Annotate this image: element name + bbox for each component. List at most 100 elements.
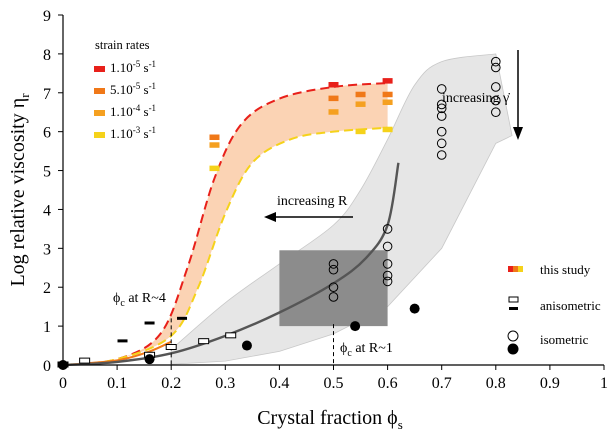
this-study-marker <box>328 95 339 102</box>
increasing-r-arrowhead <box>264 212 276 222</box>
this-study-marker <box>355 128 366 135</box>
increasing-rate-arrowhead <box>513 127 523 140</box>
legend-entry: 1.10-4 s-1 <box>110 103 156 119</box>
this-study-marker <box>328 109 339 115</box>
this-study-marker <box>382 99 393 105</box>
isometric-open-marker <box>491 107 501 118</box>
this-study-marker <box>209 134 220 140</box>
isometric-open-marker <box>382 259 393 269</box>
y-tick-label: 4 <box>43 202 51 219</box>
x-tick-label: 0 <box>59 375 67 392</box>
isometric-open-marker <box>491 62 501 73</box>
isometric-open-marker <box>328 292 339 302</box>
isometric-open-marker <box>382 224 393 234</box>
isometric-open-marker <box>436 99 447 110</box>
gray-band <box>170 53 513 365</box>
anisometric-filled-marker <box>177 316 188 320</box>
isometric-open-marker <box>328 259 339 269</box>
increasing-r-label: increasing R <box>277 194 348 209</box>
this-study-marker <box>382 78 393 84</box>
anisometric-open-marker <box>225 332 237 339</box>
x-tick-label: 0.5 <box>324 375 344 392</box>
y-tick-label: 7 <box>43 86 51 103</box>
legend-this-study-swatch <box>508 266 513 272</box>
rate-band <box>63 83 388 366</box>
phic-r4-label: ϕc at R~4 <box>113 291 166 309</box>
legend-title: strain rates <box>95 38 150 52</box>
legend-this-study-label: this study <box>540 262 591 277</box>
isometric-filled-marker <box>350 321 361 332</box>
legend-anisometric-filled <box>509 307 518 310</box>
x-axis-title: Crystal fraction ϕs <box>257 407 403 432</box>
this-study-marker <box>382 91 393 98</box>
isometric-open-marker <box>382 270 393 281</box>
legend-entry: 1.10-5 s-1 <box>110 59 156 75</box>
this-study-marker <box>209 165 220 172</box>
isometric-filled-marker <box>409 303 420 314</box>
x-tick-label: 0.2 <box>161 375 181 392</box>
rate-curve-1e-5 <box>62 82 388 366</box>
this-study-marker <box>209 142 220 148</box>
legend-anisometric-label: anisometric <box>540 298 601 313</box>
legend-entry: 1.10-3 s-1 <box>110 125 156 141</box>
this-study-marker <box>355 101 366 107</box>
y-tick-label: 3 <box>43 241 51 258</box>
isometric-open-marker <box>436 111 447 121</box>
rate-curve-1e-3 <box>62 126 388 366</box>
y-tick-label: 6 <box>43 125 51 142</box>
isometric-open-marker <box>328 282 339 293</box>
anisometric-open-marker <box>165 344 177 350</box>
legend-isometric-label: isometric <box>540 332 589 347</box>
this-study-marker <box>355 91 366 98</box>
isometric-open-marker <box>436 150 447 160</box>
isometric-filled-marker <box>241 340 252 351</box>
y-tick-label: 5 <box>43 164 51 181</box>
x-tick-label: 0.4 <box>269 375 289 392</box>
isometric-open-marker <box>328 264 339 275</box>
x-tick-label: 0.6 <box>378 375 398 392</box>
y-tick-label: 8 <box>43 47 51 64</box>
isometric-open-marker <box>436 103 447 114</box>
x-tick-label: 0.7 <box>432 375 452 392</box>
isometric-open-marker <box>382 276 393 287</box>
increasing-rate-label: increasing γ̇ <box>442 91 510 106</box>
x-tick-label: 1 <box>600 375 608 392</box>
y-axis-title: Log relative viscosity ηr <box>7 93 32 287</box>
legend-entry: 5.10-5 s-1 <box>110 81 156 97</box>
y-tick-label: 9 <box>43 8 51 25</box>
isometric-open-marker <box>382 241 393 252</box>
isometric-open-marker <box>491 82 501 92</box>
anisometric-open-marker <box>198 338 210 345</box>
legend-swatch <box>94 110 105 116</box>
trend-curve <box>62 162 400 367</box>
legend-isometric-open <box>507 330 519 342</box>
isometric-open-marker <box>436 84 447 94</box>
x-tick-label: 0.8 <box>486 375 506 392</box>
y-tick-label: 1 <box>43 319 51 336</box>
anisometric-filled-marker <box>117 339 128 343</box>
x-tick-label: 0.1 <box>107 375 127 392</box>
isometric-open-marker <box>436 126 447 137</box>
legend-swatch <box>94 66 105 72</box>
isometric-open-marker <box>491 95 501 106</box>
this-study-marker <box>382 126 393 133</box>
y-tick-label: 2 <box>43 280 51 297</box>
this-study-marker <box>328 82 339 88</box>
legend-isometric-filled <box>507 343 519 355</box>
legend-swatch <box>94 88 105 94</box>
gray-rectangle <box>279 250 388 327</box>
phic-r1-label: ϕc at R~1 <box>340 341 393 359</box>
legend-swatch <box>94 132 105 138</box>
isometric-open-marker <box>491 56 501 67</box>
legend-this-study-swatch <box>518 266 523 272</box>
x-tick-label: 0.3 <box>215 375 235 392</box>
anisometric-open-marker <box>79 357 91 364</box>
isometric-open-marker <box>436 138 447 149</box>
anisometric-filled-marker <box>144 321 155 325</box>
isometric-filled-marker <box>144 354 155 365</box>
x-tick-label: 0.9 <box>540 375 560 392</box>
legend-anisometric-open <box>508 296 519 303</box>
y-tick-label: 0 <box>43 358 51 375</box>
legend-this-study-swatch <box>513 266 518 272</box>
